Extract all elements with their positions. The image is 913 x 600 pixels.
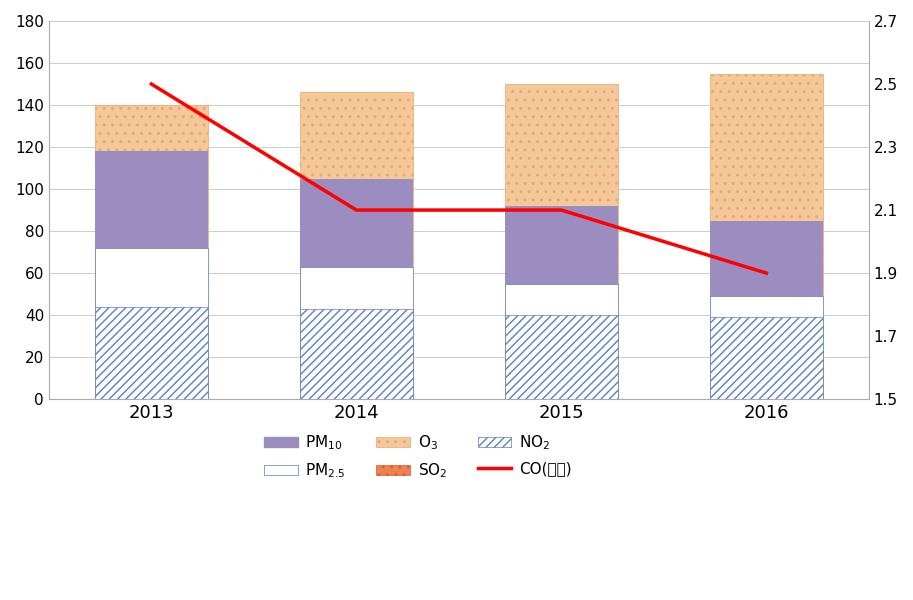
- Bar: [505, 84, 618, 399]
- Bar: [710, 221, 823, 399]
- Bar: [300, 92, 413, 399]
- Bar: [710, 296, 823, 399]
- Bar: [300, 309, 413, 399]
- Bar: [95, 105, 208, 399]
- Bar: [505, 315, 618, 399]
- Bar: [505, 206, 618, 399]
- CO(우축): [351, 206, 362, 214]
- Bar: [505, 347, 618, 399]
- Bar: [300, 179, 413, 399]
- Line: CO(우축): CO(우축): [152, 84, 766, 273]
- Bar: [300, 267, 413, 399]
- CO(우축): [556, 206, 567, 214]
- Bar: [710, 355, 823, 399]
- Bar: [95, 151, 208, 399]
- CO(우축): [761, 269, 771, 277]
- Bar: [710, 74, 823, 399]
- Bar: [300, 332, 413, 399]
- Bar: [505, 284, 618, 399]
- Legend: PM$_{10}$, PM$_{2.5}$, O$_3$, SO$_2$, NO$_2$, CO(우축): PM$_{10}$, PM$_{2.5}$, O$_3$, SO$_2$, NO…: [258, 427, 578, 486]
- CO(우축): [146, 80, 157, 88]
- Bar: [710, 317, 823, 399]
- Bar: [95, 248, 208, 399]
- Bar: [95, 313, 208, 399]
- Bar: [95, 307, 208, 399]
